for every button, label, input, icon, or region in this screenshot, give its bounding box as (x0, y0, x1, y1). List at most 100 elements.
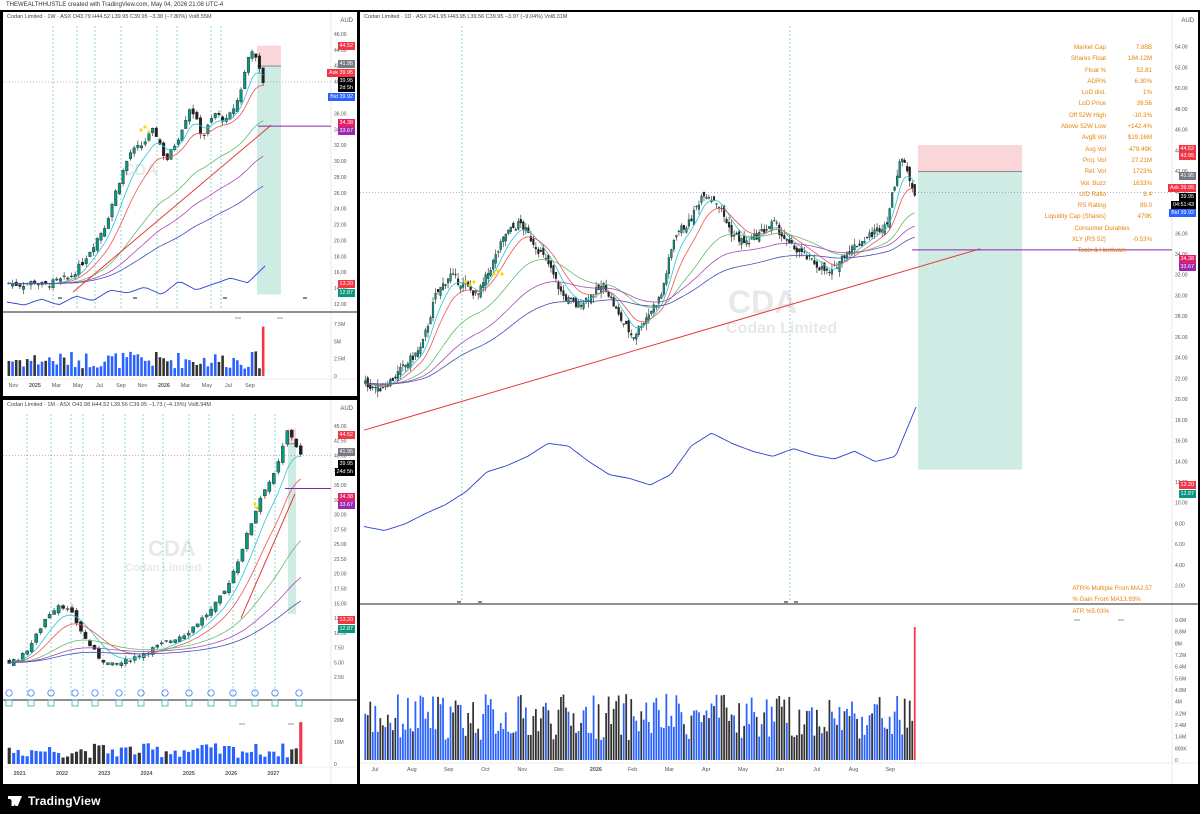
weekly-candle (261, 67, 265, 84)
weekly-currency: AUD (340, 18, 353, 24)
daily-candle (404, 364, 407, 368)
daily-candle (369, 384, 372, 389)
monthly-earnings-marker (251, 699, 259, 707)
daily-candle (876, 227, 879, 232)
weekly-candle (58, 278, 62, 282)
weekly-chart-panel[interactable]: Codan Limited · 1W · ASX O43.79 H44.52 L… (3, 12, 357, 396)
daily-y-tick: 26.00 (1175, 335, 1188, 341)
daily-candle (539, 249, 542, 252)
daily-volume-bar (537, 731, 540, 760)
monthly-candle (61, 605, 65, 609)
daily-candle (622, 323, 625, 325)
monthly-x-tick: 2023 (98, 771, 110, 777)
daily-candle (843, 255, 846, 258)
daily-volume-bar (615, 701, 618, 760)
daily-rs-line (363, 406, 917, 531)
daily-candles (364, 157, 916, 398)
stats-row: Off 52W High -10.3% (1045, 110, 1152, 121)
monthly-y-tick: 7.50 (334, 646, 344, 652)
monthly-chart-panel[interactable]: Codan Limited · 1M · ASX O42.98 H44.52 L… (3, 400, 357, 784)
monthly-price-tag: 41.95 (337, 448, 355, 456)
daily-price-tag: 04:51:43 (1171, 201, 1196, 209)
daily-watermark-name: Codan Limited (726, 320, 838, 337)
monthly-price-tag: 44.52 (337, 431, 355, 439)
stats-value: 8.4 (1143, 190, 1152, 198)
weekly-price-tag: 39.95 (337, 77, 355, 85)
weekly-volume-bar (114, 353, 118, 376)
daily-volume-bar (816, 709, 818, 760)
daily-chart-panel[interactable]: Codan Limited · 1D · ASX O41.95 H43.95 L… (360, 12, 1198, 784)
weekly-candle (18, 284, 22, 287)
weekly-stop-zone (257, 45, 281, 67)
atr-stats-row: % Gain From MA13.93% (1072, 594, 1152, 605)
weekly-volume-bar (169, 360, 173, 376)
weekly-x-tick: May (202, 383, 212, 389)
daily-ma-10 (365, 188, 915, 387)
monthly-dividend-marker (251, 689, 259, 697)
daily-candle (512, 222, 515, 229)
daily-candle (652, 304, 655, 313)
daily-candle (660, 294, 663, 299)
weekly-candle (84, 258, 88, 264)
weekly-ma-10 (8, 85, 264, 285)
daily-x-tick: Feb (628, 767, 637, 773)
daily-y-tick: 54.00 (1175, 45, 1188, 51)
monthly-volume-bar (169, 754, 173, 764)
daily-volume-bar (391, 730, 394, 760)
daily-volume-bar (602, 737, 605, 760)
weekly-y-tick: 22.00 (334, 223, 347, 229)
daily-candle (625, 321, 628, 325)
daily-volume-bar (655, 697, 658, 760)
daily-volume-bar (898, 719, 901, 760)
monthly-candle (254, 510, 258, 524)
daily-volume-bar (913, 627, 916, 760)
weekly-volume-bar (188, 360, 191, 376)
daily-volume-bar (770, 706, 773, 760)
daily-candle (657, 296, 660, 304)
weekly-candle (128, 152, 132, 159)
monthly-candle (155, 644, 160, 648)
daily-volume-bar (540, 718, 542, 760)
daily-candle (697, 204, 701, 210)
daily-volume-bar (763, 712, 766, 760)
stats-row: Vol. Buzz 1633% (1045, 178, 1152, 189)
monthly-volume-bar (254, 743, 258, 764)
monthly-volume-bar (267, 751, 271, 764)
daily-volume-bar (720, 695, 723, 760)
atr-stats-value: 2.57 (1139, 585, 1152, 592)
monthly-avgvol-label (239, 723, 245, 725)
weekly-y-tick: 28.00 (334, 175, 347, 181)
monthly-volume-bar (236, 757, 240, 764)
daily-y-tick: 22.00 (1175, 376, 1188, 382)
daily-volume-bar (487, 704, 490, 760)
weekly-candle (99, 233, 103, 241)
daily-volume-bar (868, 715, 871, 760)
daily-volume-bar (730, 714, 733, 760)
weekly-projrvol-label (277, 317, 283, 319)
daily-candle (850, 246, 854, 255)
tradingview-logo[interactable]: TradingView (8, 794, 101, 808)
monthly-volume-bar (299, 722, 303, 764)
monthly-candle (186, 632, 191, 636)
daily-volume-bar (788, 696, 791, 760)
monthly-candle (290, 430, 294, 438)
weekly-candle (254, 53, 258, 58)
daily-vol-tick: 6.4M (1175, 665, 1186, 671)
weekly-volume-bar (84, 353, 88, 376)
weekly-candle (11, 283, 15, 287)
atr-stats-table: ATR% Multiple From MA2.57% Gain From MA1… (1072, 583, 1152, 617)
stats-label: Rel. Vol (1084, 168, 1106, 176)
daily-candle (401, 364, 404, 366)
weekly-candle (140, 145, 144, 149)
daily-y-tick: 2.00 (1175, 584, 1185, 590)
weekly-volume-bar (213, 354, 217, 376)
monthly-earnings-marker (185, 699, 193, 707)
daily-candle (374, 387, 377, 389)
atr-stats-label: % Gain From MA (1072, 596, 1120, 604)
daily-volume-bar (555, 734, 557, 760)
daily-volume-bar (534, 709, 537, 760)
daily-candle (727, 222, 731, 228)
daily-candle (579, 305, 583, 307)
daily-volume-bar (647, 721, 650, 760)
daily-vol-tick: 3.2M (1175, 711, 1186, 717)
